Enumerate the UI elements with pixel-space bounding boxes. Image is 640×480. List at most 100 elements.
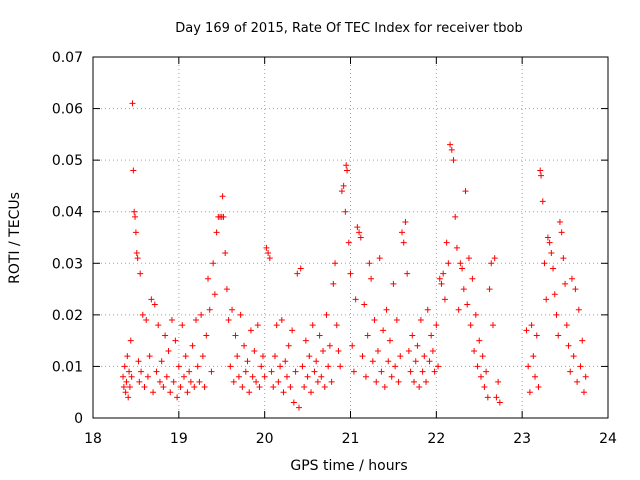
data-point	[373, 378, 380, 385]
data-point	[392, 363, 399, 370]
data-point	[405, 347, 412, 354]
data-point	[395, 378, 402, 385]
data-point	[555, 332, 562, 339]
data-point	[153, 368, 160, 375]
data-point	[251, 347, 258, 354]
data-point	[184, 389, 191, 396]
data-point	[143, 317, 150, 324]
data-point	[359, 353, 366, 360]
data-point	[146, 353, 153, 360]
y-tick-label: 0.01	[52, 359, 83, 375]
data-point	[459, 265, 466, 272]
data-point	[121, 363, 128, 370]
data-point	[323, 311, 330, 318]
data-point	[486, 286, 493, 293]
data-point	[282, 358, 289, 365]
data-point	[177, 384, 184, 391]
data-point	[150, 389, 157, 396]
data-point	[280, 389, 287, 396]
data-point	[548, 249, 555, 256]
data-point	[574, 378, 581, 385]
data-point	[253, 378, 260, 385]
data-point	[273, 322, 280, 329]
data-point	[344, 167, 351, 174]
data-point	[374, 347, 381, 354]
data-point	[476, 337, 483, 344]
data-point	[352, 296, 359, 303]
data-point	[347, 270, 354, 277]
data-point	[316, 332, 323, 339]
data-point	[304, 373, 311, 380]
data-point	[380, 327, 387, 334]
data-point	[193, 317, 199, 324]
data-point	[182, 353, 189, 360]
y-axis: 0 0.01 0.02 0.03 0.04 0.05 0.06 0.07	[52, 50, 608, 427]
data-point	[122, 389, 129, 396]
data-point	[472, 311, 479, 318]
data-point	[285, 342, 292, 349]
data-point	[241, 342, 248, 349]
data-point	[464, 301, 471, 308]
data-point	[126, 368, 133, 375]
data-point	[543, 296, 550, 303]
data-point	[532, 373, 539, 380]
data-point	[368, 275, 375, 282]
data-point	[270, 384, 277, 391]
data-point	[457, 260, 464, 267]
data-point	[155, 322, 162, 329]
data-point	[129, 100, 136, 107]
data-point	[313, 358, 320, 365]
x-tick-label: 21	[342, 431, 360, 447]
data-point	[397, 353, 404, 360]
data-point	[335, 347, 342, 354]
data-point	[172, 337, 179, 344]
data-point	[227, 363, 234, 370]
data-point	[198, 311, 205, 318]
data-point	[235, 373, 242, 380]
data-point	[435, 363, 442, 370]
x-tick-label: 19	[170, 431, 188, 447]
chart-title: Day 169 of 2015, Rate Of TEC Index for r…	[175, 21, 522, 36]
data-point	[314, 378, 321, 385]
data-point	[131, 208, 138, 215]
x-tick-label: 23	[513, 431, 531, 447]
data-point	[234, 353, 241, 360]
data-point	[189, 342, 196, 349]
y-tick-label: 0.07	[52, 50, 83, 66]
data-point	[474, 363, 481, 370]
data-point	[426, 358, 433, 365]
data-point	[436, 275, 443, 282]
data-point	[414, 342, 421, 349]
data-point	[160, 384, 167, 391]
data-point	[229, 306, 236, 313]
data-point	[290, 399, 297, 406]
data-point	[443, 239, 450, 246]
data-point	[127, 337, 134, 344]
data-point	[390, 280, 397, 287]
data-point	[213, 229, 220, 236]
data-point	[371, 317, 378, 324]
data-point	[528, 322, 535, 329]
data-point	[582, 373, 589, 380]
y-tick-label: 0	[74, 411, 83, 427]
data-point	[254, 322, 261, 329]
data-point	[493, 394, 500, 401]
data-point	[230, 378, 237, 385]
data-point	[526, 389, 533, 396]
data-point	[440, 270, 447, 277]
data-point	[438, 280, 445, 287]
data-point	[126, 384, 133, 391]
data-point	[203, 332, 210, 339]
data-point	[562, 280, 569, 287]
data-point	[340, 182, 347, 189]
data-point	[261, 373, 268, 380]
data-point	[496, 399, 503, 406]
data-point	[222, 249, 229, 256]
data-point	[484, 394, 491, 401]
data-point	[128, 373, 135, 380]
data-point	[551, 291, 558, 298]
data-point	[421, 353, 428, 360]
data-point	[148, 296, 155, 303]
data-point	[407, 368, 414, 375]
data-point	[404, 270, 411, 277]
